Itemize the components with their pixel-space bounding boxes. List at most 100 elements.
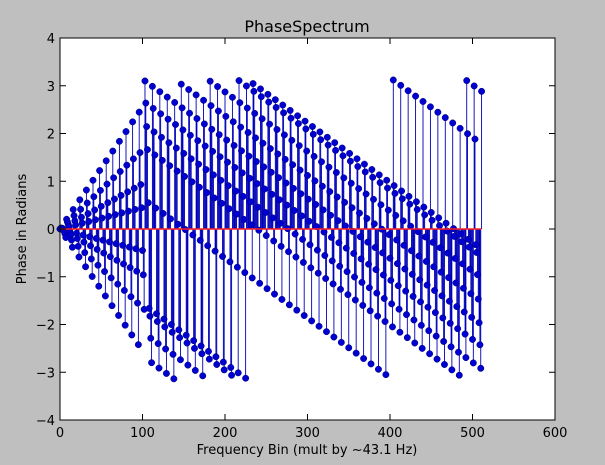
stem-marker (125, 207, 132, 215)
stem-marker (163, 93, 171, 101)
stem-marker (465, 243, 473, 251)
stem-marker (376, 179, 384, 187)
stem-marker (81, 249, 89, 257)
stem-marker (441, 114, 449, 122)
stem-marker (325, 163, 333, 171)
stem-marker (417, 298, 424, 306)
stem-marker (155, 364, 163, 372)
stem-marker (460, 308, 468, 316)
stem-marker (241, 269, 249, 277)
stem-marker (186, 131, 194, 139)
stem-marker (252, 158, 260, 166)
stem-marker (191, 344, 198, 352)
stem-marker (445, 274, 453, 282)
stem-marker (107, 274, 115, 282)
stem-marker (266, 145, 274, 153)
stem-marker (346, 149, 354, 157)
stem-marker (360, 355, 368, 362)
stem-marker (298, 212, 306, 220)
stem-marker (464, 130, 471, 138)
stem-marker (178, 104, 186, 112)
stem-marker (351, 273, 358, 281)
stem-marker (89, 176, 97, 184)
stem-marker (92, 235, 100, 242)
stem-marker (331, 139, 339, 147)
stem-marker (244, 129, 252, 136)
stem-marker (159, 210, 167, 217)
stem-marker (360, 160, 368, 168)
stem-marker (466, 265, 474, 273)
stem-marker (437, 268, 445, 276)
stem-marker (444, 249, 452, 257)
stem-marker (293, 306, 301, 314)
stem-marker (78, 213, 85, 221)
stem-marker (338, 144, 346, 152)
stem-marker (143, 123, 151, 131)
stem-marker (90, 193, 98, 201)
stem-marker (103, 180, 111, 188)
stem-marker (264, 90, 272, 98)
stem-marker (179, 126, 187, 134)
stem-marker (136, 149, 144, 157)
stem-marker (214, 83, 222, 91)
stem-marker (145, 304, 153, 312)
stem-marker (176, 334, 184, 342)
y-tick-label: −1 (36, 271, 55, 286)
stem-marker (397, 81, 405, 89)
stem-marker (316, 128, 324, 136)
stem-marker (409, 292, 417, 300)
stem-marker (454, 325, 462, 333)
stem-marker (468, 313, 476, 321)
stem-marker (246, 174, 254, 182)
stem-marker (240, 216, 248, 223)
stem-marker (330, 333, 338, 341)
stem-marker (202, 166, 210, 174)
stem-marker (219, 253, 226, 260)
stem-marker (120, 287, 128, 294)
stem-marker (304, 195, 312, 203)
stem-marker (375, 171, 383, 179)
stem-marker (248, 274, 256, 282)
stem-marker (181, 173, 189, 180)
stem-marker (205, 355, 213, 363)
stem-marker (238, 147, 245, 155)
stem-marker (384, 206, 392, 214)
stem-marker (172, 121, 179, 128)
stem-marker (429, 238, 437, 246)
stem-marker (167, 321, 175, 328)
stem-marker (286, 106, 294, 114)
stem-marker (392, 212, 400, 219)
stem-marker (195, 183, 203, 191)
stem-marker (122, 128, 130, 136)
stem-marker (411, 339, 419, 347)
stem-marker (327, 211, 335, 219)
stem-marker (398, 187, 405, 195)
stem-marker (168, 328, 176, 336)
stem-marker (193, 115, 201, 123)
stem-marker (476, 341, 484, 349)
y-tick-label: −3 (36, 366, 55, 381)
stem-marker (212, 353, 220, 361)
stem-marker (464, 235, 472, 243)
stem-marker (247, 198, 255, 206)
stem-marker (174, 220, 182, 228)
y-tick-label: 0 (47, 223, 55, 238)
stem-marker (403, 311, 410, 319)
stem-marker (334, 217, 342, 225)
stem-marker (83, 199, 91, 207)
stem-marker (114, 280, 122, 288)
stem-marker (251, 109, 259, 117)
stem-marker (371, 244, 379, 251)
stem-marker (111, 211, 119, 219)
stem-marker (259, 139, 267, 147)
stem-marker (282, 179, 290, 187)
stem-marker (91, 206, 99, 214)
stem-marker (439, 314, 447, 322)
stem-marker (307, 264, 315, 272)
stem-marker (388, 300, 396, 308)
stem-marker (123, 161, 131, 169)
stem-marker (261, 185, 269, 193)
stem-marker (315, 322, 323, 330)
stem-marker (201, 142, 209, 150)
stem-marker (431, 287, 438, 294)
